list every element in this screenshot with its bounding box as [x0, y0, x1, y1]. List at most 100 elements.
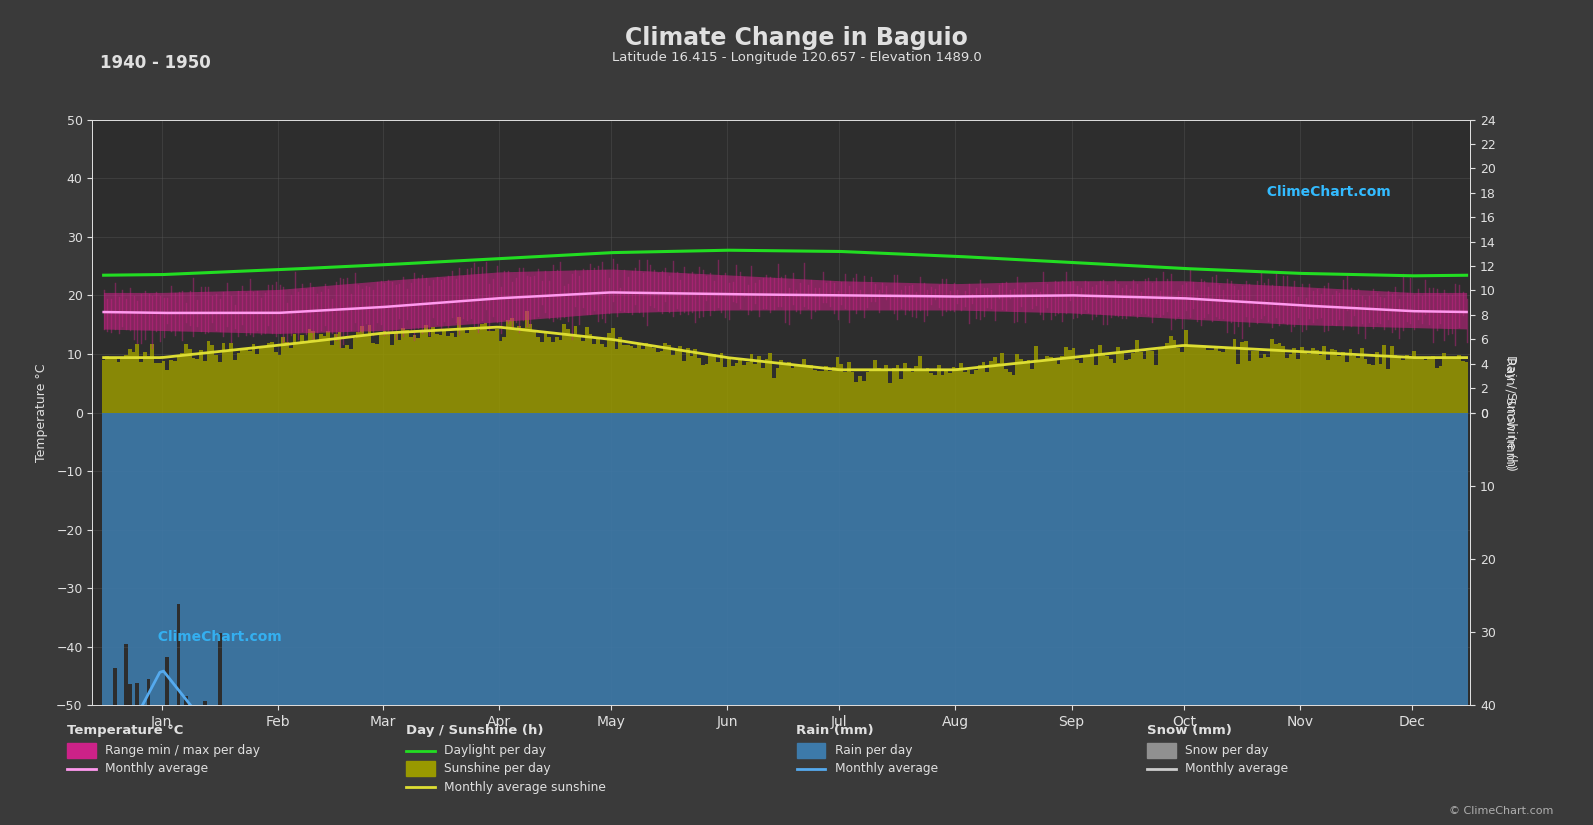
Bar — [1251, 351, 1255, 412]
Bar — [1153, 365, 1158, 412]
Bar — [124, 412, 127, 644]
Bar — [158, 363, 161, 412]
Bar — [349, 412, 352, 825]
Bar — [341, 348, 346, 412]
Bar — [986, 412, 989, 825]
Bar — [779, 360, 784, 412]
Bar — [1195, 412, 1200, 825]
Bar — [260, 412, 263, 801]
Bar — [401, 328, 405, 412]
Bar — [379, 412, 382, 825]
Bar — [1053, 412, 1056, 825]
Bar — [357, 332, 360, 412]
Bar — [288, 348, 293, 412]
Bar — [892, 368, 895, 412]
Bar — [1109, 360, 1114, 412]
Bar — [1292, 412, 1297, 825]
Bar — [701, 412, 704, 825]
Bar — [491, 412, 495, 825]
Text: Monthly average: Monthly average — [835, 762, 938, 776]
Bar — [604, 412, 607, 825]
Bar — [196, 360, 199, 412]
Bar — [900, 412, 903, 825]
Bar — [513, 331, 518, 412]
Bar — [507, 412, 510, 825]
Bar — [1424, 360, 1427, 412]
Bar — [150, 344, 155, 412]
Bar — [656, 352, 660, 412]
Bar — [1352, 356, 1356, 412]
Bar — [454, 337, 457, 412]
Bar — [1344, 412, 1349, 825]
Bar — [964, 412, 967, 825]
Bar — [776, 412, 779, 825]
Text: ClimeChart.com: ClimeChart.com — [1257, 185, 1391, 199]
Y-axis label: Rain / Snow (mm): Rain / Snow (mm) — [1504, 356, 1517, 469]
Bar — [304, 412, 307, 813]
Text: Range min / max per day: Range min / max per day — [105, 744, 260, 757]
Bar — [836, 412, 840, 825]
Bar — [596, 339, 599, 412]
Bar — [1064, 412, 1067, 825]
Bar — [570, 412, 573, 825]
Bar — [1176, 347, 1180, 412]
Bar — [427, 412, 432, 825]
Bar — [158, 412, 161, 705]
Text: Latitude 16.415 - Longitude 120.657 - Elevation 1489.0: Latitude 16.415 - Longitude 120.657 - El… — [612, 51, 981, 64]
Bar — [768, 412, 773, 825]
Bar — [357, 412, 360, 825]
Bar — [765, 412, 768, 825]
Bar — [199, 351, 202, 412]
Text: © ClimeChart.com: © ClimeChart.com — [1448, 806, 1553, 816]
Bar — [607, 412, 612, 825]
Bar — [1072, 347, 1075, 412]
Bar — [588, 334, 593, 412]
Bar — [487, 331, 491, 412]
Bar — [989, 412, 992, 825]
Bar — [1061, 412, 1064, 825]
Bar — [577, 412, 581, 825]
Bar — [1255, 351, 1258, 412]
Bar — [1453, 412, 1458, 717]
Bar — [229, 342, 233, 412]
Bar — [521, 412, 524, 825]
Bar — [174, 412, 177, 768]
Bar — [499, 412, 502, 825]
Bar — [1251, 412, 1255, 825]
Bar — [1153, 412, 1158, 825]
Bar — [903, 412, 906, 825]
Bar — [1300, 412, 1303, 825]
Bar — [374, 412, 379, 825]
Bar — [161, 412, 166, 730]
Bar — [843, 372, 847, 412]
Bar — [940, 412, 945, 825]
Bar — [374, 344, 379, 412]
Bar — [499, 342, 502, 412]
Bar — [599, 343, 604, 412]
Bar — [1004, 412, 1008, 825]
Bar — [1117, 412, 1120, 825]
Bar — [449, 333, 454, 412]
Bar — [1106, 356, 1109, 412]
Bar — [421, 412, 424, 825]
Bar — [124, 355, 127, 412]
Bar — [967, 370, 970, 412]
Bar — [1200, 412, 1203, 825]
Bar — [723, 412, 726, 825]
Bar — [1023, 412, 1026, 825]
Bar — [435, 412, 438, 825]
Bar — [1078, 412, 1083, 825]
Bar — [801, 412, 806, 825]
Bar — [1341, 351, 1344, 412]
Bar — [147, 412, 150, 680]
Bar — [615, 349, 618, 412]
Bar — [266, 412, 271, 825]
Bar — [1258, 412, 1263, 825]
Bar — [1453, 357, 1458, 412]
Bar — [634, 348, 637, 412]
Bar — [599, 412, 604, 825]
Bar — [986, 372, 989, 412]
Bar — [832, 367, 836, 412]
Bar — [1405, 355, 1408, 412]
Bar — [524, 412, 529, 825]
